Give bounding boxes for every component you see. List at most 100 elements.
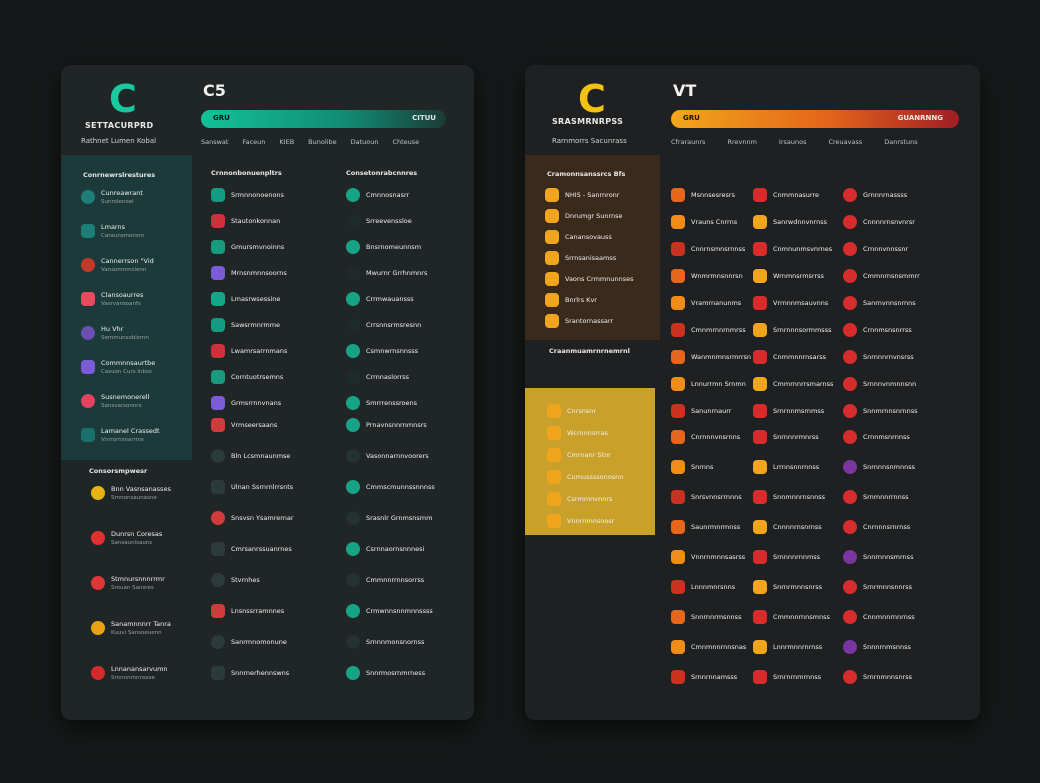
list-item[interactable]: Srnrnmnnsnrss [843,667,912,687]
list-item[interactable]: Sanrwdnnvnrnss [753,212,827,232]
list-item[interactable]: Cnmnunmsvnrnes [753,239,832,259]
list-item[interactable]: Csrmmnvnnrs [547,489,612,509]
list-item[interactable]: Sanrmnomonune [211,632,287,652]
list-item[interactable]: Srnnnvnmnnsnn [843,374,916,394]
list-item[interactable]: Snnrmosrnmrness [346,663,425,683]
list-item[interactable]: Cnrsnsnr [547,401,596,421]
list-item[interactable]: Cmmscmunnssnnnss [346,477,435,497]
list-item[interactable]: Cnmmnnrnsarss [753,347,826,367]
list-item[interactable]: Mwurnr Grrhnmnrs [346,263,427,283]
list-item[interactable]: Vasonnarnnvoorers [346,446,429,466]
list-item[interactable]: Lnnrmnnrnrnss [753,637,822,657]
list-item[interactable]: Mrnsnmnnsoorns [211,263,287,283]
tool-item[interactable]: Chteuse [392,138,420,146]
list-item[interactable]: Sanunrnaurr [671,401,731,421]
list-item[interactable]: Lrrnnsnnrnnss [753,457,819,477]
tool-item[interactable]: Rrevnnm [727,138,757,146]
list-item[interactable]: Snrnrmnnsnrss [753,577,822,597]
list-item[interactable]: Crrsnnsrmsresnn [346,315,421,335]
list-item[interactable]: Cunreawrant Sunrolenoel [81,187,143,207]
progress-bar[interactable]: GRU CITUU [201,110,446,128]
list-item[interactable]: Hu Vhr Semmunsoblsrnn [81,323,149,343]
list-item[interactable]: Cmmnrnsnsmmrr [843,266,920,286]
list-item[interactable]: Cnnnnrnsnvnrsr [843,212,915,232]
list-item[interactable]: Cnnnnrnsnrnss [753,517,822,537]
list-item[interactable]: Snrsvnnsrrnnns [671,487,742,507]
list-item[interactable]: Crmwnnsnnmnnssss [346,601,433,621]
list-item[interactable]: Wnmrmnsnnrsn [671,266,743,286]
list-item[interactable]: Crrnnaslorrss [346,367,409,387]
tool-item[interactable]: Creuavass [828,138,863,146]
list-item[interactable]: Snrnnnrmnrss [753,427,819,447]
progress-bar[interactable]: GRU GUANRNNG [671,110,959,128]
tool-item[interactable]: Sanswat [201,138,229,146]
list-item[interactable]: Smrrrenssroens [346,393,417,413]
list-item[interactable]: Crnnnvnnssnr [843,239,908,259]
list-item[interactable]: Crnnmsnsnrrss [843,320,912,340]
list-item[interactable]: Cmnnosnasrr [346,185,409,205]
list-item[interactable]: Srnnrnnamsss [671,667,737,687]
list-item[interactable]: Lamanel Crassedt Vnrrornsnarrms [81,425,160,445]
list-item[interactable]: Susnemonerell Sansvarsonnrs [81,391,149,411]
list-item[interactable]: Grmsrrnnvnans [211,393,281,413]
list-item[interactable]: Corntuotrsemns [211,367,283,387]
list-item[interactable]: Cmmnnrnnsmnss [753,607,830,627]
tool-item[interactable]: Danrstuns [884,138,918,146]
list-item[interactable]: Saunrmnrmnss [671,517,740,537]
list-item[interactable]: Cmnmrnnrnmrss [671,320,746,340]
list-item[interactable]: Lnsnssrramnnes [211,601,284,621]
list-item[interactable]: Lmarns Caraunsmonsrn [81,221,144,241]
list-item[interactable]: Srnnnmonsnornss [346,632,424,652]
list-item[interactable]: Srnrmnnsnnrss [843,577,912,597]
list-item[interactable]: Cannerrson "Vid Vansomnmslenn [81,255,154,275]
list-item[interactable]: Snnrnnrmsnnss [671,607,741,627]
tool-item[interactable]: Bunolibe [308,138,337,146]
list-item[interactable]: Cumussssonosnn [547,467,623,487]
list-item[interactable]: Canansovauss [545,227,612,247]
list-item[interactable]: Sawsrmnrmme [211,315,280,335]
list-item[interactable]: Csrnnaornsnnnesi [346,539,424,559]
list-item[interactable]: Stautonkonnan [211,211,280,231]
list-item[interactable]: Cmmrnnrrsmarnss [753,374,833,394]
list-item[interactable]: Clansoaurres Vasrvansoanfs [81,289,143,309]
list-item[interactable]: Sanrnvnnsnrnns [843,293,916,313]
list-item[interactable]: Wanmnmnsrmrrsn [671,347,751,367]
list-item[interactable]: Cmrnanr Stnr [547,445,611,465]
list-item[interactable]: Lnnanansarvumn Srnnnnmnnssse [91,663,168,683]
tool-item[interactable]: Cfraraunrs [671,138,706,146]
list-item[interactable]: Commnnsaurtbe Casuon Curs Inbss [81,357,155,377]
list-item[interactable]: Snnrnerhennswns [211,663,289,683]
list-item[interactable]: Vnnrnmnnsasrss [671,547,745,567]
list-item[interactable]: Dunrsn Coresas Sansaunlsauns [91,528,162,548]
list-item[interactable]: Cmrsanrssuanrnes [211,539,292,559]
list-item[interactable]: Vramrnanunms [671,293,741,313]
list-item[interactable]: Crnnmsnrnnss [843,427,910,447]
list-item[interactable]: Lnnurrmn Srnmn [671,374,746,394]
list-item[interactable]: Cnnrnsmnsrnnss [671,239,745,259]
list-item[interactable]: Snrnnnsnmnnss [843,457,915,477]
list-item[interactable]: Csmnwrnsnnsss [346,341,418,361]
list-item[interactable]: Srmnnonoenons [211,185,284,205]
list-item[interactable]: Gmursmvnoinns [211,237,284,257]
list-item[interactable]: Snnnrnmsnnss [843,637,911,657]
list-item[interactable]: Stvrnhes [211,570,260,590]
list-item[interactable]: Lmasrwsessine [211,289,280,309]
list-item[interactable]: Lwamrsarrnmans [211,341,287,361]
list-item[interactable]: Bnsrnomeunnsm [346,237,421,257]
list-item[interactable]: Snnrnnnsmrnss [843,547,913,567]
list-item[interactable]: Vrmseersaans [211,415,277,435]
tool-item[interactable]: Irsaunos [778,138,807,146]
tool-item[interactable]: KIEB [279,138,295,146]
list-item[interactable]: Srreevenssloe [346,211,412,231]
list-item[interactable]: Bnrlrs Kvr [545,290,597,310]
list-item[interactable]: Snsvsn Ysamrernar [211,508,294,528]
list-item[interactable]: Srnmnnrrnnss [843,487,909,507]
list-item[interactable]: Snnmnnrnsnnss [753,487,825,507]
tool-item[interactable]: Datuoun [350,138,379,146]
list-item[interactable]: Cmmnnrrnnsorrss [346,570,424,590]
list-item[interactable]: Cnrnnnvnsrnns [671,427,740,447]
list-item[interactable]: Lnnnmnrsnns [671,577,735,597]
list-item[interactable]: Vaons Crmmnunnses [545,269,634,289]
list-item[interactable]: Stmnursnnnrrmr Srouan Sansres [91,573,165,593]
list-item[interactable]: Bln Lcsmnaunmse [211,446,290,466]
